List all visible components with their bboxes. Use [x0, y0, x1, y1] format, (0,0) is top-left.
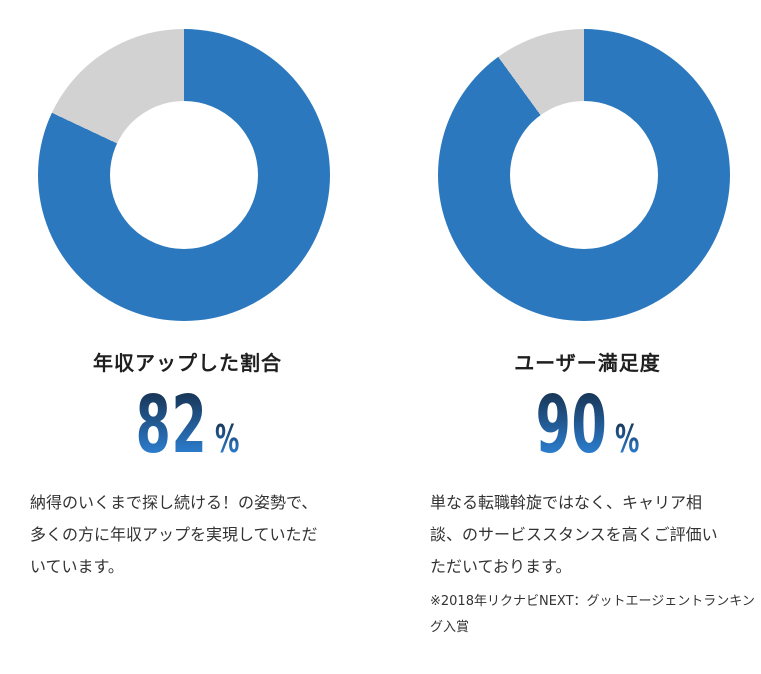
stat-number: 82 [135, 379, 208, 471]
stat-number: 90 [535, 379, 608, 471]
stat-percent-sign: % [214, 417, 240, 461]
chart-description-user-satisfaction: 単なる転職斡旋ではなく、キャリア相 談、のサービススタンスを高くご評価い ただい… [430, 493, 718, 576]
donut-chart-salary-up [38, 29, 330, 321]
chart-footnote: ※2018年リクナビNEXT：グットエージェントランキン グ入賞 [430, 594, 755, 635]
stat-value-user-satisfaction: 90 % [477, 379, 698, 471]
chart-title-user-satisfaction: ユーザー満足度 [514, 351, 661, 375]
donut-hole [510, 101, 658, 249]
donut-chart-user-satisfaction [438, 29, 730, 321]
stat-column-salary-up: 年収アップした割合 82 % 納得のいくまで探し続ける！の姿勢で、 多くの方に年… [15, 29, 360, 674]
stat-percent-sign: % [614, 417, 640, 461]
donut-hole [110, 101, 258, 249]
stat-value-salary-up: 82 % [77, 379, 298, 471]
chart-description-salary-up: 納得のいくまで探し続ける！の姿勢で、 多くの方に年収アップを実現していただ いて… [30, 493, 318, 576]
stat-column-user-satisfaction: ユーザー満足度 90 % 単なる転職斡旋ではなく、キャリア相 談、のサービススタ… [415, 29, 760, 674]
chart-title-salary-up: 年収アップした割合 [93, 351, 282, 375]
